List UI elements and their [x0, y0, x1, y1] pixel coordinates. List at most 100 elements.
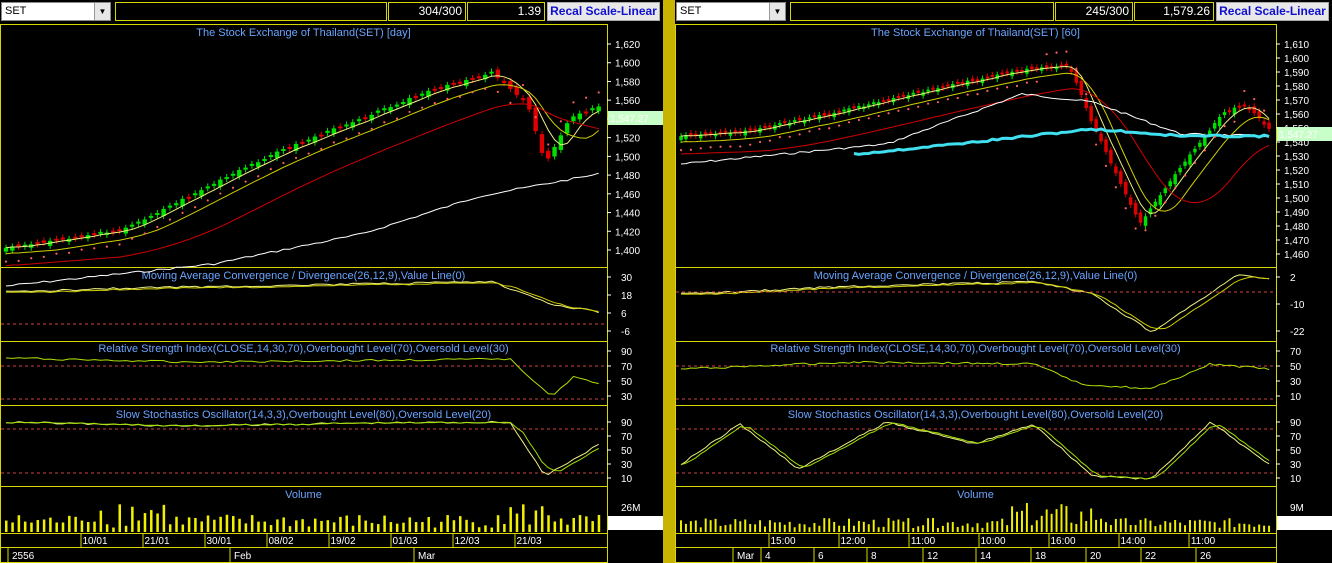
price-candle	[886, 98, 891, 101]
last-price-label: 1,547.27	[1279, 130, 1318, 141]
sar-dot	[1213, 135, 1216, 139]
price-candle	[857, 105, 861, 108]
price-candle	[827, 113, 831, 116]
sar-dot	[383, 121, 386, 124]
price-candle	[1193, 148, 1197, 153]
price-candle	[916, 90, 920, 93]
chevron-down-icon[interactable]: ▼	[94, 3, 110, 20]
price-candle	[1148, 208, 1153, 215]
price-candle	[763, 125, 767, 128]
sar-dot	[509, 101, 512, 104]
right-chart-canvas[interactable]: The Stock Exchange of Thailand(SET) [60]…	[675, 24, 1332, 563]
volume-bar	[754, 524, 757, 532]
price-candle	[325, 130, 330, 133]
volume-tick-label: 26M	[621, 503, 640, 514]
sar-dot	[1095, 143, 1098, 146]
volume-bar	[30, 522, 33, 532]
price-candle	[1267, 122, 1271, 129]
volume-bar	[1060, 504, 1063, 532]
price-tick-label: 1,520	[615, 134, 640, 145]
volume-bar	[389, 522, 393, 532]
volume-bar	[1223, 520, 1226, 532]
sar-dot	[768, 139, 772, 142]
volume-bar	[1263, 525, 1266, 532]
date-label: 14:00	[1120, 536, 1145, 547]
price-candle	[1183, 161, 1187, 166]
volume-bar	[471, 522, 475, 532]
month-label: Feb	[234, 551, 252, 562]
sar-dot	[1134, 227, 1137, 230]
price-candle	[679, 136, 683, 141]
volume-bar	[828, 518, 831, 532]
volume-bar	[778, 522, 781, 532]
volume-bar	[112, 527, 115, 532]
sar-dot	[357, 132, 361, 135]
sar-dot	[17, 259, 20, 262]
volume-bar	[1114, 518, 1117, 532]
volume-bar	[465, 519, 468, 532]
volume-bar	[597, 514, 601, 532]
price-candle	[1203, 136, 1207, 146]
price-candle	[792, 120, 797, 123]
volume-bar	[1011, 506, 1014, 532]
sar-dot	[597, 91, 600, 94]
price-candle	[98, 231, 103, 234]
month-label: Mar	[418, 551, 436, 562]
volume-bar	[118, 504, 122, 532]
price-candle	[167, 205, 173, 208]
price-candle	[129, 224, 135, 227]
volume-tick-label: 9M	[1290, 503, 1304, 514]
price-candle	[733, 130, 738, 133]
right-symbol-select[interactable]: SET ▼	[676, 2, 786, 21]
price-candle	[136, 221, 141, 224]
sar-dot	[181, 211, 184, 214]
volume-bar	[477, 527, 481, 532]
price-candle	[79, 235, 84, 238]
price-candle	[753, 128, 757, 131]
sar-dot	[206, 199, 209, 202]
ma-long-line	[680, 88, 1270, 204]
date-label: 10/01	[82, 536, 107, 547]
sar-dot	[907, 108, 910, 111]
left-chart-canvas[interactable]: The Stock Exchange of Thailand(SET) [day…	[0, 24, 663, 563]
price-candle	[1069, 68, 1074, 72]
left-symbol-select[interactable]: SET ▼	[1, 2, 111, 21]
price-candle	[401, 102, 406, 105]
volume-bar	[408, 517, 412, 532]
volume-bar	[823, 518, 826, 532]
price-candle	[812, 115, 817, 118]
volume-bar	[1198, 519, 1201, 532]
volume-bar	[996, 521, 999, 532]
price-candle	[287, 147, 292, 150]
price-candle	[274, 151, 280, 159]
price-candle	[1000, 72, 1004, 75]
volume-bar	[377, 524, 380, 532]
price-candle	[256, 162, 261, 167]
chevron-down-icon[interactable]: ▼	[769, 3, 785, 20]
volume-bar	[897, 519, 900, 532]
sar-dot	[926, 102, 930, 105]
price-candle	[312, 136, 318, 143]
price-candle	[1054, 66, 1059, 70]
volume-bar	[1159, 524, 1162, 532]
price-candle	[142, 219, 147, 225]
macd-tick-label: -22	[1290, 327, 1305, 338]
right-recal-scale-button[interactable]: Recal Scale-Linear	[1216, 2, 1329, 21]
volume-bar	[843, 525, 846, 532]
volume-bar	[872, 519, 875, 532]
price-candle	[1242, 104, 1247, 107]
price-candle	[445, 84, 450, 91]
volume-bar	[1020, 510, 1023, 532]
volume-bar	[250, 515, 254, 532]
volume-bar	[912, 527, 915, 532]
volume-bar	[452, 520, 456, 532]
price-tick-label: 1,460	[1284, 250, 1309, 261]
price-candle	[3, 247, 9, 252]
sar-dot	[808, 130, 811, 133]
macd-tick-label: 2	[1290, 273, 1296, 284]
volume-bar	[986, 522, 989, 532]
left-recal-scale-button[interactable]: Recal Scale-Linear	[547, 2, 660, 21]
pane-divider[interactable]	[663, 0, 675, 563]
sar-dot	[679, 149, 683, 152]
stoch-tick-label: 50	[621, 446, 633, 457]
